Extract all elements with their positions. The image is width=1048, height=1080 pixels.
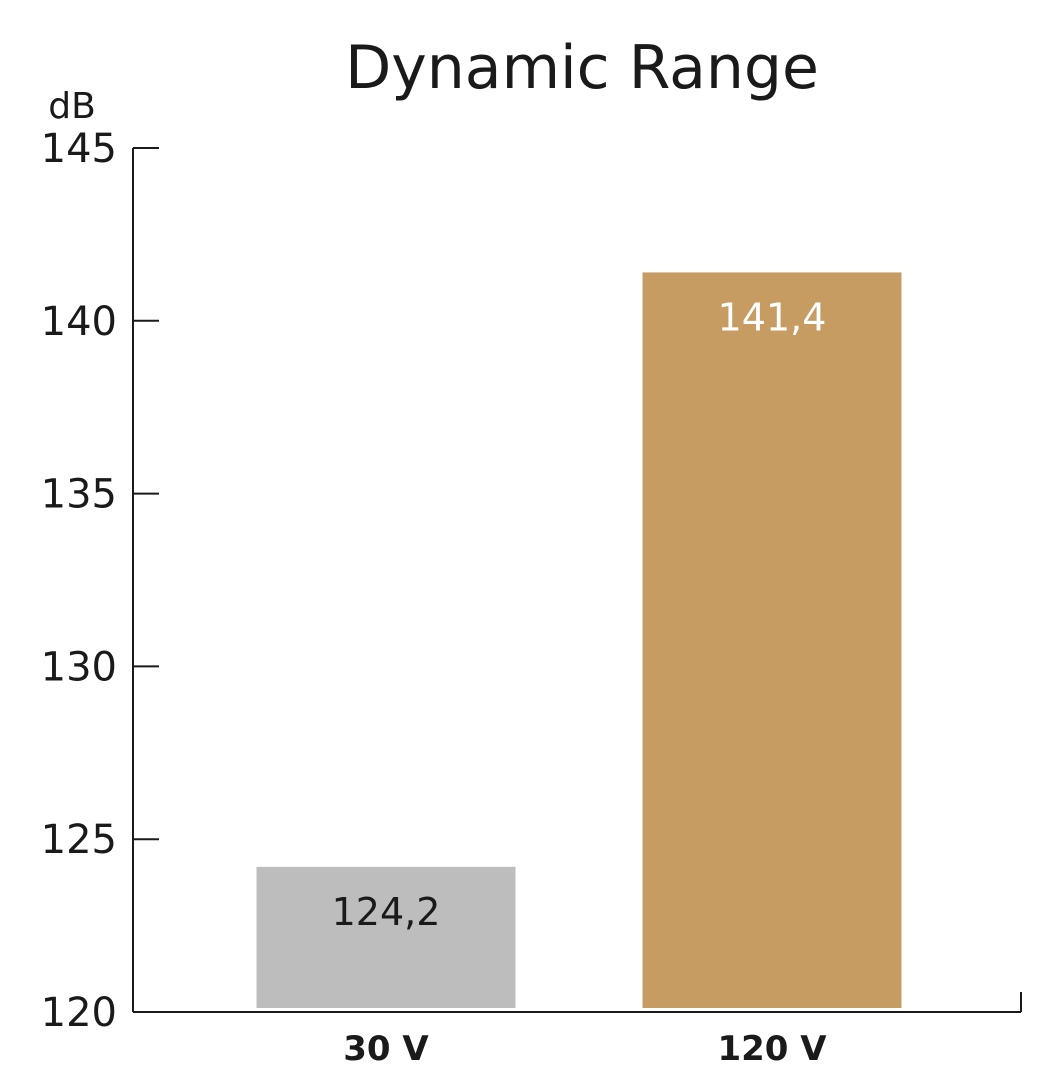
y-tick-label: 140	[41, 299, 117, 345]
y-tick-label: 145	[41, 126, 117, 172]
axes: 120 125 130 135 140 145	[41, 126, 1022, 1036]
y-tick-label: 135	[41, 472, 117, 518]
labels: 124,2 30 V 141,4 120 V	[332, 295, 828, 1069]
chart-title: Dynamic Range	[345, 33, 819, 103]
y-tick-label: 125	[41, 817, 117, 863]
x-tick-label: 120 V	[717, 1029, 827, 1069]
x-tick-label: 30 V	[343, 1029, 429, 1069]
bar	[256, 866, 516, 1008]
y-tick-label: 120	[41, 990, 117, 1036]
bar	[642, 272, 902, 1008]
bars	[256, 272, 902, 1008]
bar-value-label: 141,4	[718, 295, 827, 339]
bar-value-label: 124,2	[332, 890, 441, 934]
y-tick-label: 130	[41, 644, 117, 690]
y-axis-unit-label: dB	[48, 86, 96, 127]
